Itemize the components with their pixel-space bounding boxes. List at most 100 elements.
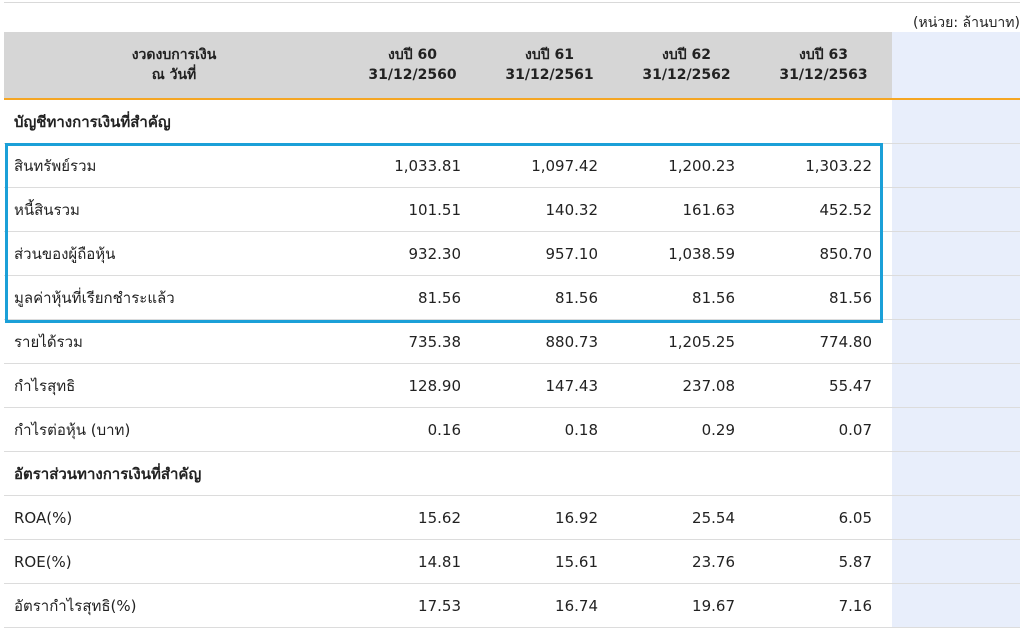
- cell-value: 880.73: [481, 319, 618, 364]
- extra-cell: [892, 99, 1020, 144]
- cell-value: 161.63: [618, 187, 755, 232]
- cell-value: 1,038.59: [618, 231, 755, 276]
- cell-value: 81.56: [755, 275, 892, 320]
- table-row: ส่วนของผู้ถือหุ้น 932.30 957.10 1,038.59…: [4, 231, 1020, 276]
- cell-value: 81.56: [618, 275, 755, 320]
- row-label: สินทรัพย์รวม: [4, 143, 344, 188]
- section-row-key-ratios: อัตราส่วนทางการเงินที่สำคัญ: [4, 451, 1020, 496]
- cell-value: 16.92: [481, 495, 618, 540]
- period-label-line1: งวดงบการเงิน: [131, 47, 217, 63]
- cell-value: 0.07: [755, 407, 892, 452]
- row-label: ROE(%): [4, 539, 344, 584]
- cell-value: [481, 99, 618, 144]
- extra-cell: [892, 539, 1020, 584]
- header-extra-column: [892, 32, 1020, 100]
- cell-value: 128.90: [344, 363, 481, 408]
- cell-value: 6.05: [755, 495, 892, 540]
- table-row: มูลค่าหุ้นที่เรียกชำระแล้ว 81.56 81.56 8…: [4, 275, 1020, 320]
- extra-cell: [892, 319, 1020, 364]
- cell-value: 5.87: [755, 539, 892, 584]
- cell-value: [481, 451, 618, 496]
- extra-cell: [892, 407, 1020, 452]
- extra-cell: [892, 231, 1020, 276]
- cell-value: 81.56: [344, 275, 481, 320]
- row-label: อัตรากำไรสุทธิ(%): [4, 583, 344, 628]
- cell-value: 25.54: [618, 495, 755, 540]
- cell-value: [618, 451, 755, 496]
- cell-value: 735.38: [344, 319, 481, 364]
- cell-value: 774.80: [755, 319, 892, 364]
- header-year-date: 31/12/2560: [368, 67, 457, 83]
- extra-cell: [892, 143, 1020, 188]
- financial-summary-table: งวดงบการเงิน ณ วันที่ งบปี 60 31/12/2560…: [4, 32, 1020, 628]
- extra-cell: [892, 187, 1020, 232]
- cell-value: 55.47: [755, 363, 892, 408]
- cell-value: 7.16: [755, 583, 892, 628]
- table-row: อัตรากำไรสุทธิ(%) 17.53 16.74 19.67 7.16: [4, 583, 1020, 628]
- cell-value: 1,303.22: [755, 143, 892, 188]
- header-year-60: งบปี 60 31/12/2560: [344, 32, 481, 100]
- cell-value: 1,205.25: [618, 319, 755, 364]
- cell-value: 19.67: [618, 583, 755, 628]
- top-divider: [4, 2, 1020, 3]
- header-year-label: งบปี 60: [388, 47, 437, 63]
- table-row: ROE(%) 14.81 15.61 23.76 5.87: [4, 539, 1020, 584]
- row-label: ROA(%): [4, 495, 344, 540]
- cell-value: 17.53: [344, 583, 481, 628]
- extra-cell: [892, 275, 1020, 320]
- header-row: งวดงบการเงิน ณ วันที่ งบปี 60 31/12/2560…: [4, 32, 1020, 100]
- row-label: รายได้รวม: [4, 319, 344, 364]
- cell-value: 932.30: [344, 231, 481, 276]
- table-row: รายได้รวม 735.38 880.73 1,205.25 774.80: [4, 319, 1020, 364]
- row-label: กำไรต่อหุ้น (บาท): [4, 407, 344, 452]
- row-label: บัญชีทางการเงินที่สำคัญ: [4, 99, 344, 144]
- cell-value: [344, 451, 481, 496]
- table-row: สินทรัพย์รวม 1,033.81 1,097.42 1,200.23 …: [4, 143, 1020, 188]
- cell-value: 101.51: [344, 187, 481, 232]
- table-row: หนี้สินรวม 101.51 140.32 161.63 452.52: [4, 187, 1020, 232]
- cell-value: 0.16: [344, 407, 481, 452]
- cell-value: 850.70: [755, 231, 892, 276]
- table-row: ROA(%) 15.62 16.92 25.54 6.05: [4, 495, 1020, 540]
- cell-value: 957.10: [481, 231, 618, 276]
- header-year-62: งบปี 62 31/12/2562: [618, 32, 755, 100]
- header-year-date: 31/12/2561: [505, 67, 594, 83]
- cell-value: [618, 99, 755, 144]
- cell-value: 16.74: [481, 583, 618, 628]
- cell-value: 452.52: [755, 187, 892, 232]
- extra-cell: [892, 363, 1020, 408]
- period-label-line2: ณ วันที่: [151, 67, 197, 83]
- cell-value: 0.18: [481, 407, 618, 452]
- table-row: กำไรต่อหุ้น (บาท) 0.16 0.18 0.29 0.07: [4, 407, 1020, 452]
- table-row: กำไรสุทธิ 128.90 147.43 237.08 55.47: [4, 363, 1020, 408]
- cell-value: 147.43: [481, 363, 618, 408]
- header-year-label: งบปี 63: [799, 47, 848, 63]
- cell-value: 15.61: [481, 539, 618, 584]
- header-year-label: งบปี 61: [525, 47, 574, 63]
- row-label: มูลค่าหุ้นที่เรียกชำระแล้ว: [4, 275, 344, 320]
- row-label: หนี้สินรวม: [4, 187, 344, 232]
- cell-value: 237.08: [618, 363, 755, 408]
- cell-value: 1,200.23: [618, 143, 755, 188]
- extra-cell: [892, 583, 1020, 628]
- cell-value: 14.81: [344, 539, 481, 584]
- cell-value: 1,097.42: [481, 143, 618, 188]
- header-year-63: งบปี 63 31/12/2563: [755, 32, 892, 100]
- row-label: อัตราส่วนทางการเงินที่สำคัญ: [4, 451, 344, 496]
- section-row-key-financials: บัญชีทางการเงินที่สำคัญ: [4, 99, 1020, 144]
- extra-cell: [892, 451, 1020, 496]
- row-label: กำไรสุทธิ: [4, 363, 344, 408]
- unit-label: (หน่วย: ล้านบาท): [913, 15, 1020, 31]
- extra-cell: [892, 495, 1020, 540]
- cell-value: 1,033.81: [344, 143, 481, 188]
- cell-value: [344, 99, 481, 144]
- cell-value: 140.32: [481, 187, 618, 232]
- header-year-label: งบปี 62: [662, 47, 711, 63]
- header-year-date: 31/12/2563: [779, 67, 868, 83]
- cell-value: 15.62: [344, 495, 481, 540]
- cell-value: 0.29: [618, 407, 755, 452]
- cell-value: [755, 451, 892, 496]
- cell-value: 81.56: [481, 275, 618, 320]
- header-year-61: งบปี 61 31/12/2561: [481, 32, 618, 100]
- cell-value: 23.76: [618, 539, 755, 584]
